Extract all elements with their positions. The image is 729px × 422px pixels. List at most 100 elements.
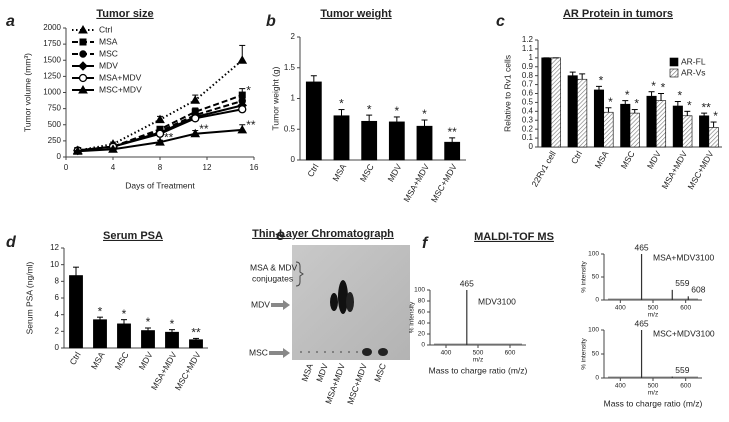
annotation: * (170, 317, 175, 331)
y-tick-label: 0.5 (522, 98, 534, 107)
marker (72, 146, 83, 155)
x-tick-label: MSA+MDV (659, 149, 689, 191)
y-tick-label: 2 (55, 326, 60, 335)
annotation: * (661, 81, 666, 95)
spot (378, 348, 388, 356)
x-axis-label: m/z (648, 312, 658, 319)
y-tick-label: 1.2 (522, 35, 534, 44)
x-tick-label: 8 (158, 163, 163, 172)
peak-label: 608 (691, 285, 705, 295)
y-tick-label: 1750 (43, 39, 61, 48)
marker (78, 61, 88, 71)
y-tick-label: 1 (529, 53, 534, 62)
y-axis-label: % intensity (409, 301, 416, 333)
x-tick-label: 22Rv1 cell (529, 149, 558, 188)
bar (541, 57, 552, 148)
x-axis-label: m/z (648, 390, 658, 397)
tlc-label: MDV (251, 299, 270, 309)
annotation: * (687, 99, 692, 113)
bar (567, 75, 578, 148)
x-caption: Mass to charge ratio (m/z) (429, 365, 528, 375)
annotation: * (246, 83, 251, 97)
y-tick-label: 0 (55, 343, 60, 352)
marker (190, 95, 201, 104)
bar (577, 78, 588, 148)
tlc-label: MSA & MDV (250, 262, 298, 272)
x-tick-label: Ctrl (569, 149, 584, 166)
annotation: * (625, 88, 630, 102)
y-tick-label: 40 (418, 320, 426, 327)
y-tick-label: 0 (595, 375, 599, 382)
legend-swatch (669, 68, 679, 78)
x-tick-label: 600 (505, 350, 516, 357)
bar (69, 275, 83, 349)
annotation: * (394, 104, 399, 118)
x-tick-label: MSC (358, 162, 376, 183)
y-tick-label: 0.3 (522, 115, 534, 124)
annotation: * (651, 79, 656, 93)
peak-label: 559 (675, 278, 689, 288)
annotation: * (98, 304, 103, 318)
x-tick-label: 400 (615, 305, 626, 312)
x-tick-label: 4 (111, 163, 116, 172)
panel-letter: f (422, 235, 429, 252)
annotation: ** (164, 130, 174, 144)
spectrum-name: MSA+MDV3100 (653, 252, 714, 262)
x-tick-label: MSC (113, 350, 131, 371)
y-tick-label: 1.5 (284, 63, 296, 72)
x-tick-label: 500 (648, 305, 659, 312)
y-tick-label: 80 (418, 298, 426, 305)
y-tick-label: 0.6 (522, 89, 534, 98)
x-tick-label: 0 (64, 163, 69, 172)
marker (79, 50, 87, 58)
panel-letter: e (276, 227, 285, 244)
y-tick-label: 0 (291, 155, 296, 164)
bar (165, 331, 179, 349)
bar (629, 112, 640, 148)
y-tick-label: 6 (55, 293, 60, 302)
legend-label: AR-FL (681, 56, 706, 66)
peak-label: 465 (634, 242, 648, 252)
x-tick-label: MSC+MDV (686, 149, 716, 191)
bar (550, 57, 561, 148)
x-tick-label: Ctrl (67, 350, 82, 367)
panel-letter: d (6, 234, 17, 251)
x-tick-label: MSA (330, 162, 348, 183)
y-tick-label: 0.7 (522, 80, 534, 89)
y-tick-label: 2000 (43, 23, 61, 32)
legend-label: MSC (99, 48, 118, 58)
arrow (271, 300, 290, 310)
panel-letter: b (266, 13, 276, 30)
y-tick-label: 0.8 (522, 71, 534, 80)
annotation: * (422, 107, 427, 121)
legend-label: AR-Vs (681, 67, 706, 77)
bar (117, 323, 131, 349)
bar (305, 81, 322, 161)
x-tick-label: 500 (473, 350, 484, 357)
annotation: * (634, 97, 639, 111)
y-tick-label: 1 (291, 94, 296, 103)
brace (295, 261, 304, 287)
legend-swatch (669, 57, 679, 67)
y-tick-label: 2 (291, 32, 296, 41)
tlc-title: Thin-Layer Chromatograph (252, 228, 394, 240)
spot (338, 280, 348, 314)
chart-title: Serum PSA (103, 230, 163, 242)
marker (79, 38, 87, 46)
bar (388, 121, 405, 161)
y-tick-label: 0 (529, 142, 534, 151)
annotation: * (339, 97, 344, 111)
marker (108, 144, 118, 153)
y-tick-label: 0.5 (284, 124, 296, 133)
annotation: * (713, 109, 718, 123)
peak-label: 465 (460, 278, 474, 288)
spectrum-name: MDV3100 (478, 296, 516, 306)
annotation: * (599, 74, 604, 88)
x-tick-label: MSC (619, 149, 637, 170)
bar (603, 111, 614, 148)
y-tick-label: 100 (588, 251, 599, 258)
y-tick-label: 4 (55, 310, 60, 319)
y-axis-label: Relative to Rv1 cells (502, 55, 512, 132)
x-tick-label: MSA (89, 350, 107, 371)
